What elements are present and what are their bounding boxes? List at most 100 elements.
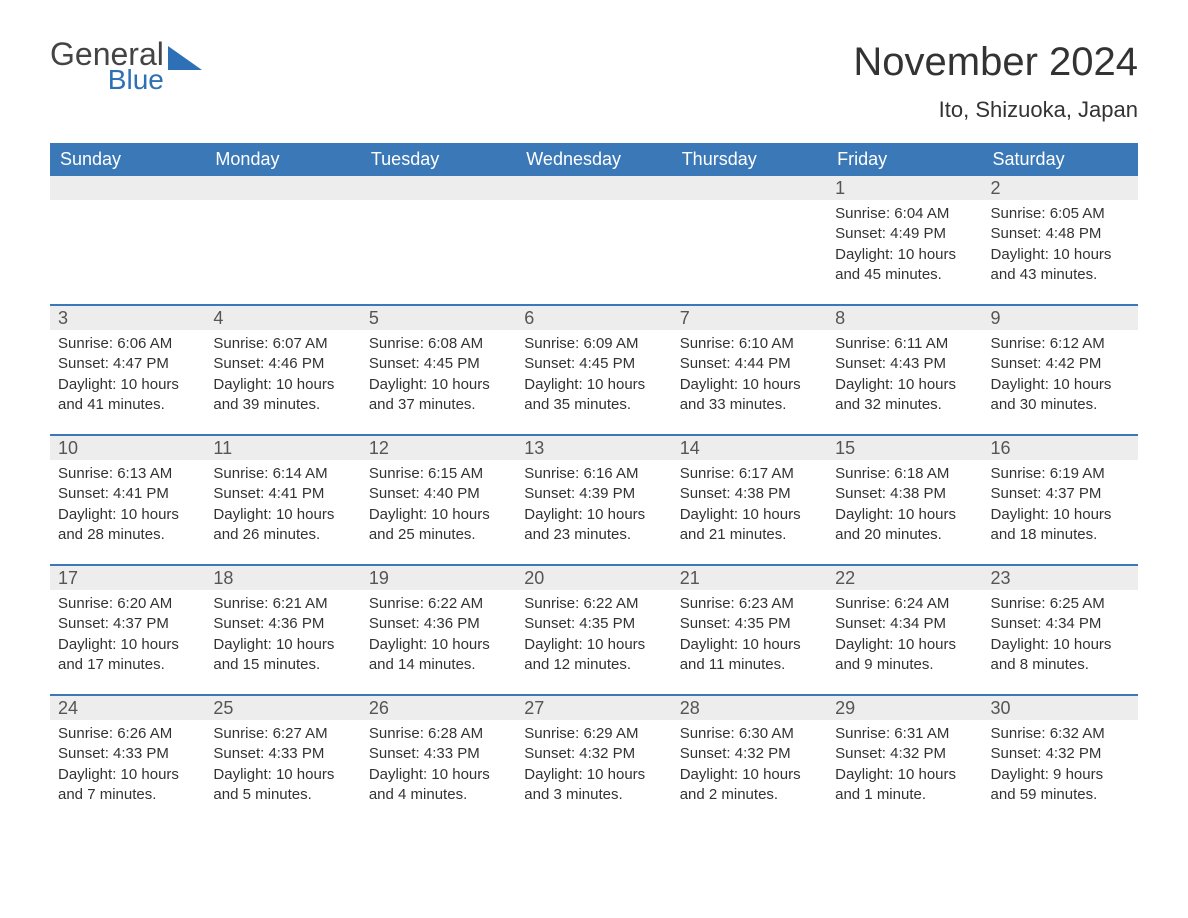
sunset-text: Sunset: 4:48 PM (991, 224, 1130, 244)
week-row: 1Sunrise: 6:04 AMSunset: 4:49 PMDaylight… (50, 176, 1138, 304)
daylight-text: Daylight: 10 hours and 14 minutes. (369, 635, 508, 676)
sunset-text: Sunset: 4:32 PM (991, 744, 1130, 764)
day-body: Sunrise: 6:07 AMSunset: 4:46 PMDaylight:… (205, 330, 360, 421)
sunset-text: Sunset: 4:33 PM (213, 744, 352, 764)
sunset-text: Sunset: 4:32 PM (524, 744, 663, 764)
day-cell: 9Sunrise: 6:12 AMSunset: 4:42 PMDaylight… (983, 306, 1138, 434)
day-body: Sunrise: 6:11 AMSunset: 4:43 PMDaylight:… (827, 330, 982, 421)
day-number (516, 176, 671, 200)
sunset-text: Sunset: 4:33 PM (58, 744, 197, 764)
daylight-text: Daylight: 10 hours and 23 minutes. (524, 505, 663, 546)
sunset-text: Sunset: 4:45 PM (369, 354, 508, 374)
day-body: Sunrise: 6:26 AMSunset: 4:33 PMDaylight:… (50, 720, 205, 811)
day-body: Sunrise: 6:17 AMSunset: 4:38 PMDaylight:… (672, 460, 827, 551)
week-row: 24Sunrise: 6:26 AMSunset: 4:33 PMDayligh… (50, 694, 1138, 824)
day-number: 30 (983, 696, 1138, 720)
day-cell: 29Sunrise: 6:31 AMSunset: 4:32 PMDayligh… (827, 696, 982, 824)
day-cell: 2Sunrise: 6:05 AMSunset: 4:48 PMDaylight… (983, 176, 1138, 304)
day-number: 22 (827, 566, 982, 590)
sunset-text: Sunset: 4:34 PM (835, 614, 974, 634)
day-body: Sunrise: 6:22 AMSunset: 4:35 PMDaylight:… (516, 590, 671, 681)
day-cell: 5Sunrise: 6:08 AMSunset: 4:45 PMDaylight… (361, 306, 516, 434)
sunset-text: Sunset: 4:32 PM (680, 744, 819, 764)
daylight-text: Daylight: 10 hours and 32 minutes. (835, 375, 974, 416)
day-cell: 11Sunrise: 6:14 AMSunset: 4:41 PMDayligh… (205, 436, 360, 564)
sunrise-text: Sunrise: 6:05 AM (991, 204, 1130, 224)
calendar-header-row: Sunday Monday Tuesday Wednesday Thursday… (50, 143, 1138, 176)
day-number: 5 (361, 306, 516, 330)
day-body: Sunrise: 6:29 AMSunset: 4:32 PMDaylight:… (516, 720, 671, 811)
daylight-text: Daylight: 10 hours and 5 minutes. (213, 765, 352, 806)
day-number: 25 (205, 696, 360, 720)
daylight-text: Daylight: 10 hours and 37 minutes. (369, 375, 508, 416)
sunset-text: Sunset: 4:37 PM (991, 484, 1130, 504)
day-number (50, 176, 205, 200)
day-body: Sunrise: 6:20 AMSunset: 4:37 PMDaylight:… (50, 590, 205, 681)
sunrise-text: Sunrise: 6:20 AM (58, 594, 197, 614)
day-body: Sunrise: 6:25 AMSunset: 4:34 PMDaylight:… (983, 590, 1138, 681)
sunrise-text: Sunrise: 6:16 AM (524, 464, 663, 484)
day-cell (672, 176, 827, 304)
day-number: 15 (827, 436, 982, 460)
sunrise-text: Sunrise: 6:29 AM (524, 724, 663, 744)
day-body: Sunrise: 6:16 AMSunset: 4:39 PMDaylight:… (516, 460, 671, 551)
day-body: Sunrise: 6:08 AMSunset: 4:45 PMDaylight:… (361, 330, 516, 421)
sunrise-text: Sunrise: 6:04 AM (835, 204, 974, 224)
day-number: 12 (361, 436, 516, 460)
day-body: Sunrise: 6:27 AMSunset: 4:33 PMDaylight:… (205, 720, 360, 811)
logo-triangle-icon (168, 46, 202, 75)
daylight-text: Daylight: 10 hours and 43 minutes. (991, 245, 1130, 286)
logo-word-blue: Blue (50, 67, 164, 92)
day-cell: 15Sunrise: 6:18 AMSunset: 4:38 PMDayligh… (827, 436, 982, 564)
sunset-text: Sunset: 4:43 PM (835, 354, 974, 374)
week-row: 3Sunrise: 6:06 AMSunset: 4:47 PMDaylight… (50, 304, 1138, 434)
day-number: 6 (516, 306, 671, 330)
day-cell: 19Sunrise: 6:22 AMSunset: 4:36 PMDayligh… (361, 566, 516, 694)
day-body: Sunrise: 6:28 AMSunset: 4:33 PMDaylight:… (361, 720, 516, 811)
day-body: Sunrise: 6:22 AMSunset: 4:36 PMDaylight:… (361, 590, 516, 681)
day-cell: 27Sunrise: 6:29 AMSunset: 4:32 PMDayligh… (516, 696, 671, 824)
day-body: Sunrise: 6:15 AMSunset: 4:40 PMDaylight:… (361, 460, 516, 551)
day-body: Sunrise: 6:21 AMSunset: 4:36 PMDaylight:… (205, 590, 360, 681)
sunrise-text: Sunrise: 6:25 AM (991, 594, 1130, 614)
day-body: Sunrise: 6:12 AMSunset: 4:42 PMDaylight:… (983, 330, 1138, 421)
day-cell: 24Sunrise: 6:26 AMSunset: 4:33 PMDayligh… (50, 696, 205, 824)
sunset-text: Sunset: 4:35 PM (680, 614, 819, 634)
sunset-text: Sunset: 4:36 PM (369, 614, 508, 634)
sunset-text: Sunset: 4:44 PM (680, 354, 819, 374)
daylight-text: Daylight: 10 hours and 45 minutes. (835, 245, 974, 286)
sunset-text: Sunset: 4:45 PM (524, 354, 663, 374)
day-number: 21 (672, 566, 827, 590)
day-number: 24 (50, 696, 205, 720)
sunrise-text: Sunrise: 6:09 AM (524, 334, 663, 354)
day-cell: 1 Sunrise: 6:04 AMSunset: 4:49 PMDaylight… (827, 176, 982, 304)
sunset-text: Sunset: 4:35 PM (524, 614, 663, 634)
daylight-text: Daylight: 10 hours and 8 minutes. (991, 635, 1130, 676)
day-body: Sunrise: 6:23 AMSunset: 4:35 PMDaylight:… (672, 590, 827, 681)
daylight-text: Daylight: 10 hours and 21 minutes. (680, 505, 819, 546)
daylight-text: Daylight: 10 hours and 17 minutes. (58, 635, 197, 676)
sunrise-text: Sunrise: 6:07 AM (213, 334, 352, 354)
day-cell: 26Sunrise: 6:28 AMSunset: 4:33 PMDayligh… (361, 696, 516, 824)
day-number: 1 (827, 176, 982, 200)
sunset-text: Sunset: 4:49 PM (835, 224, 974, 244)
day-cell: 28Sunrise: 6:30 AMSunset: 4:32 PMDayligh… (672, 696, 827, 824)
day-cell (50, 176, 205, 304)
day-cell: 30Sunrise: 6:32 AMSunset: 4:32 PMDayligh… (983, 696, 1138, 824)
page-header: General Blue November 2024 Ito, Shizuoka… (50, 40, 1138, 123)
page-title: November 2024 (853, 40, 1138, 85)
day-number: 14 (672, 436, 827, 460)
dayheader-sat: Saturday (983, 143, 1138, 176)
week-row: 10Sunrise: 6:13 AMSunset: 4:41 PMDayligh… (50, 434, 1138, 564)
day-number: 7 (672, 306, 827, 330)
daylight-text: Daylight: 10 hours and 26 minutes. (213, 505, 352, 546)
day-cell: 23Sunrise: 6:25 AMSunset: 4:34 PMDayligh… (983, 566, 1138, 694)
day-cell: 22Sunrise: 6:24 AMSunset: 4:34 PMDayligh… (827, 566, 982, 694)
sunrise-text: Sunrise: 6:23 AM (680, 594, 819, 614)
sunrise-text: Sunrise: 6:24 AM (835, 594, 974, 614)
day-body: Sunrise: 6:05 AMSunset: 4:48 PMDaylight:… (983, 200, 1138, 291)
day-number: 8 (827, 306, 982, 330)
day-cell: 14Sunrise: 6:17 AMSunset: 4:38 PMDayligh… (672, 436, 827, 564)
day-number: 29 (827, 696, 982, 720)
daylight-text: Daylight: 10 hours and 3 minutes. (524, 765, 663, 806)
